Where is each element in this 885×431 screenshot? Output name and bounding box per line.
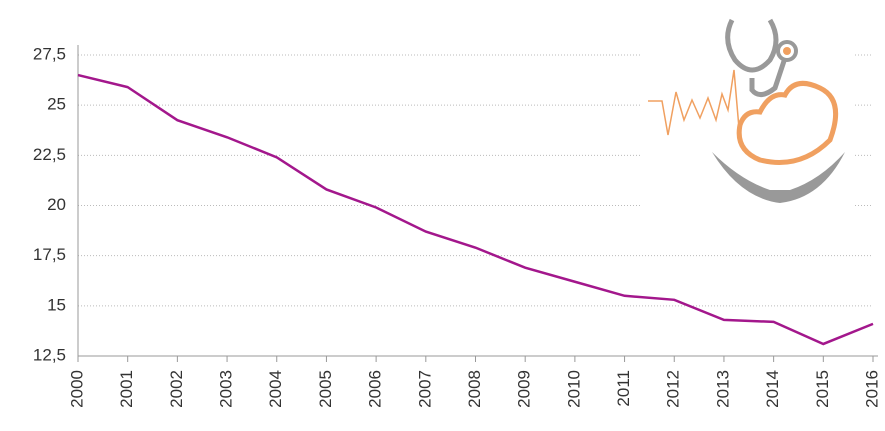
hands [712, 152, 845, 203]
x-tick-label: 2001 [117, 370, 136, 408]
x-tick-label: 2014 [763, 370, 782, 408]
x-tick-label: 2013 [713, 370, 732, 408]
x-tick-label: 2002 [167, 370, 186, 408]
data-line [77, 73, 874, 346]
x-tick-label: 2003 [217, 370, 236, 408]
x-tick-label: 2004 [266, 370, 285, 408]
heartbeat [648, 69, 741, 141]
y-tick-label: 22,5 [33, 145, 66, 164]
x-tick-label: 2011 [614, 370, 633, 407]
icon [640, 8, 855, 213]
x-tick-label: 2009 [515, 370, 534, 408]
y-tick-label: 17,5 [33, 245, 66, 264]
y-tick-label: 15 [47, 295, 66, 314]
y-tick-label: 20 [47, 195, 66, 214]
stethoscope-tube [749, 57, 788, 97]
baby [736, 80, 839, 165]
x-tick-label: 2006 [366, 370, 385, 408]
x-tick-label: 2000 [67, 370, 86, 408]
y-tick-label: 27,5 [33, 44, 66, 63]
stethoscope-dot [783, 47, 791, 55]
x-tick-label: 2012 [664, 370, 683, 408]
x-tick-label: 2005 [316, 370, 335, 408]
x-tick-label: 2007 [415, 370, 434, 408]
stethoscope [725, 18, 779, 73]
y-tick-label: 25 [47, 95, 66, 114]
x-tick-label: 2008 [465, 370, 484, 408]
x-tick-label: 2016 [862, 370, 881, 408]
y-tick-label: 12,5 [33, 345, 66, 364]
x-tick-label: 2015 [813, 370, 832, 408]
x-tick-label: 2010 [564, 370, 583, 408]
